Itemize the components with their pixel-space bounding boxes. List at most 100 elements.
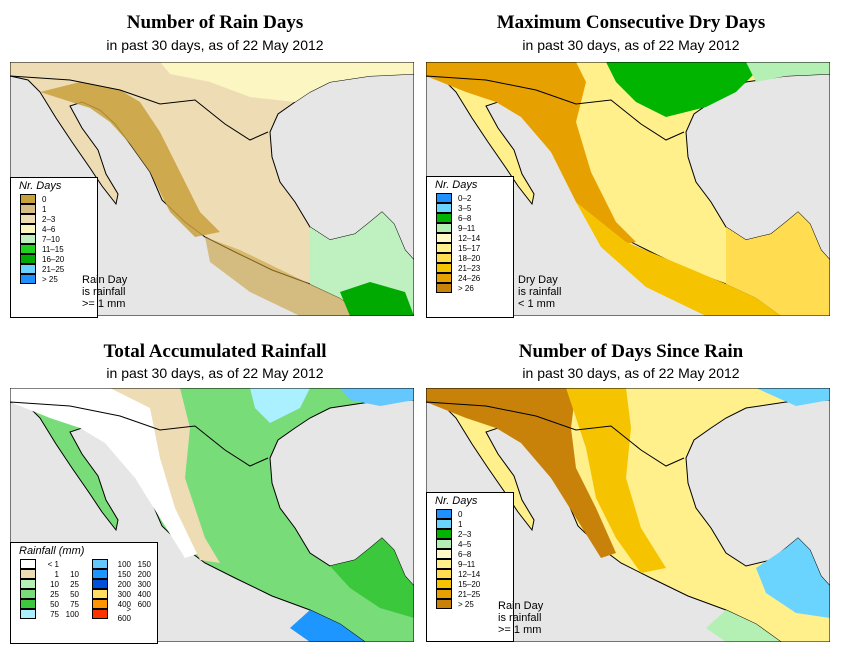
legend-item: 4–5 (427, 539, 513, 549)
legend-swatch (20, 589, 36, 599)
legend-label: 3–5 (458, 203, 472, 213)
panel-since-rain: Number of Days Since Rain in past 30 day… (426, 330, 836, 650)
legend-range-low: 50 (50, 599, 59, 609)
legend-swatch (92, 579, 108, 589)
legend-label: 2–3 (458, 529, 472, 539)
legend-label: 0 (458, 509, 463, 519)
legend-item: < 1 (11, 559, 83, 569)
legend-title: Nr. Days (19, 180, 62, 192)
legend-swatch (436, 539, 452, 549)
legend-label: > 26 (458, 283, 474, 293)
legend-item: 15–20 (427, 579, 513, 589)
legend-item: 2–3 (11, 214, 97, 224)
legend-item: 3–5 (427, 203, 513, 213)
legend-item: 21–25 (11, 264, 97, 274)
panel-subtitle: in past 30 days, as of 22 May 2012 (106, 365, 324, 381)
legend-swatch (20, 609, 36, 619)
legend-item: 400 600 (83, 599, 155, 609)
legend-swatch (436, 223, 452, 233)
legend-range-low: 1 (54, 569, 59, 579)
us-mexico-border (426, 75, 685, 141)
legend-swatch (20, 224, 36, 234)
legend-label: 2–3 (42, 214, 56, 224)
legend-swatch (20, 254, 36, 264)
legend-range-high: 25 (70, 579, 79, 589)
legend-range-low: 300 (117, 589, 131, 599)
legend-swatch (436, 193, 452, 203)
legend-label: > 25 (458, 599, 474, 609)
legend-label: 0 (42, 194, 47, 204)
panel-subtitle: in past 30 days, as of 22 May 2012 (106, 37, 324, 53)
us-mexico-border (10, 75, 269, 141)
legend-item: 25 50 (11, 589, 83, 599)
legend-item: 10 25 (11, 579, 83, 589)
legend-swatch (20, 569, 36, 579)
legend-range-low: 400 (117, 599, 131, 609)
legend-label: 7–10 (42, 234, 60, 244)
legend-item: 6–8 (427, 549, 513, 559)
rain-day-note: Rain Day is rainfall >= 1 mm (82, 274, 127, 310)
land-mass (10, 388, 414, 642)
legend-item: 18–20 (427, 253, 513, 263)
legend-item: 21–23 (427, 263, 513, 273)
panel-rain-days: Number of Rain Days in past 30 days, as … (10, 0, 420, 320)
since-rain-legend: Nr. Days 0 1 2–3 4–5 6–8 9–11 12–14 15–20 21–25 >… (426, 492, 514, 642)
legend-range-high: 10 (70, 569, 79, 579)
legend-swatch (436, 519, 452, 529)
legend-label: 21–23 (458, 263, 481, 273)
legend-range-low: > 600 (117, 605, 131, 623)
legend-range-high: 600 (137, 599, 151, 609)
desert-region (40, 82, 220, 237)
legend-items: 0 1 2–3 4–6 7–10 11–15 16–20 21–25 > 25 (11, 194, 97, 284)
panel-dry-days: Maximum Consecutive Dry Days in past 30 … (426, 0, 836, 320)
dry-coast (576, 202, 781, 316)
legend-swatch (92, 589, 108, 599)
legend-label: 11–15 (42, 244, 64, 254)
note-line: is rainfall (82, 286, 126, 298)
legend-swatch (436, 253, 452, 263)
legend-item: 2–3 (427, 529, 513, 539)
legend-swatch (92, 559, 108, 569)
legend-item: 0–2 (427, 193, 513, 203)
note-line: Dry Day (518, 274, 558, 286)
legend-swatch (20, 244, 36, 254)
yucatan (330, 538, 414, 618)
legend-item: 9–11 (427, 559, 513, 569)
legend-item: > 25 (427, 599, 513, 609)
legend-swatch (20, 204, 36, 214)
dry-days-map (426, 62, 830, 316)
recent-rain-north (756, 388, 830, 406)
legend-items: 0 1 2–3 4–5 6–8 9–11 12–14 15–20 21–25 > 25 (427, 509, 513, 609)
coast-region (205, 237, 365, 316)
legend-item: 200 300 (83, 579, 155, 589)
dry-west (426, 388, 616, 558)
panel-title: Maximum Consecutive Dry Days (496, 12, 766, 33)
legend-item: 1 (11, 204, 97, 214)
panel-total-rain: Total Accumulated Rainfall in past 30 da… (10, 330, 420, 650)
rain-days-legend: Nr. Days 0 1 2–3 4–6 7–10 11–15 16–20 21–25 > 25 (10, 177, 98, 318)
us-mexico-border (10, 401, 269, 467)
legend-swatch (436, 559, 452, 569)
legend-items: < 1 100 150 1 10 150 200 10 25 200 300 25 50 300 400 50… (11, 559, 157, 623)
legend-range-low: 150 (117, 569, 131, 579)
legend-item: 16–20 (11, 254, 97, 264)
legend-item: 21–25 (427, 589, 513, 599)
note-line: is rainfall (498, 612, 542, 624)
legend-item: 50 75 (11, 599, 83, 609)
legend-swatch (436, 203, 452, 213)
light-rain-band (110, 388, 220, 563)
dry-days-legend: Nr. Days 0–2 3–5 6–8 9–11 12–14 15–17 18–20 21–… (426, 176, 514, 318)
panel-title: Number of Rain Days (126, 12, 304, 33)
legend-range-high: 75 (70, 599, 79, 609)
legend-swatch (436, 529, 452, 539)
legend-swatch (20, 274, 36, 284)
legend-label: 6–8 (458, 213, 472, 223)
legend-range-high: 100 (65, 609, 79, 619)
legend-swatch (436, 589, 452, 599)
wet-south (290, 610, 365, 642)
legend-label: 12–14 (458, 569, 481, 579)
us-mexico-border (426, 401, 685, 467)
legend-item: 1 10 (11, 569, 83, 579)
legend-swatch (92, 569, 108, 579)
legend-title: Nr. Days (435, 179, 478, 191)
